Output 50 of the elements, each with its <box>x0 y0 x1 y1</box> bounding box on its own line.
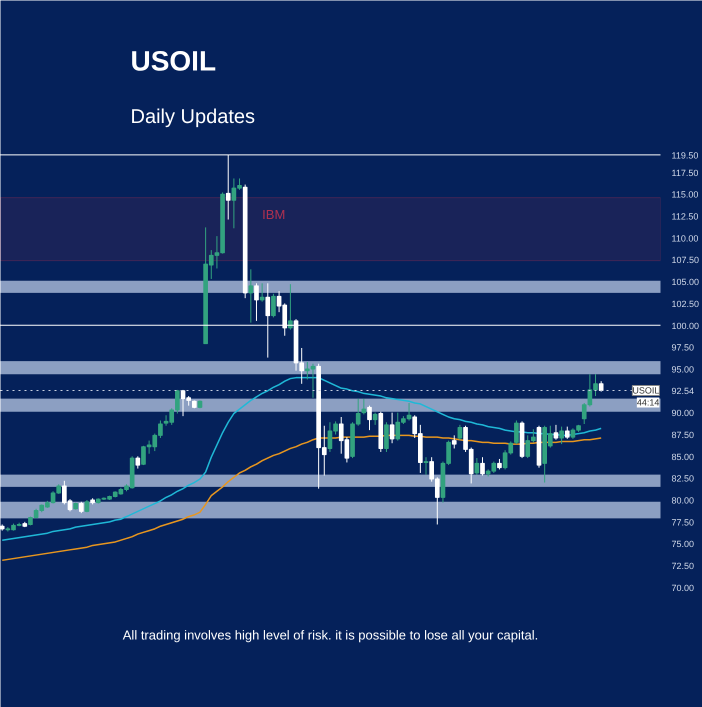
y-tick-label: 85.00 <box>672 452 694 462</box>
candlestick <box>554 424 558 440</box>
y-tick-label: 102.50 <box>672 298 700 309</box>
chart-title: USOIL <box>130 46 216 76</box>
y-tick-label: 112.50 <box>672 212 698 222</box>
candlestick <box>480 456 485 476</box>
line-series <box>1 376 602 541</box>
y-tick-label: 82.50 <box>672 474 694 484</box>
y-tick-label: 70.00 <box>672 582 694 593</box>
candlestick <box>559 426 564 445</box>
y-tick-label: 97.50 <box>672 342 694 353</box>
candlestick <box>497 458 502 470</box>
candlestick <box>474 458 480 476</box>
candlestick <box>458 424 462 440</box>
y-tick-label: 80.00 <box>672 496 694 506</box>
y-tick-label: 95.00 <box>672 364 694 374</box>
candlestick <box>424 456 428 476</box>
y-tick-label: 119.50 <box>672 150 698 160</box>
candlestick <box>271 293 276 318</box>
y-tick-label: 107.50 <box>672 255 700 266</box>
y-tick-label: 72.50 <box>672 561 694 572</box>
band-label: IBM <box>262 207 286 222</box>
candlestick <box>84 500 90 513</box>
y-tick-label: 105.00 <box>672 277 700 288</box>
chart-subtitle: Daily Updates <box>130 106 256 128</box>
y-tick-label: 100.00 <box>672 320 700 331</box>
annotation: 44:14 <box>636 397 660 408</box>
candlestick <box>372 412 378 426</box>
candlestick <box>367 405 372 431</box>
y-tick-label: 110.00 <box>672 233 698 244</box>
y-tick-label: 92.54 <box>672 386 694 396</box>
candlestick <box>514 420 519 445</box>
y-tick-label: 115.00 <box>672 190 698 200</box>
candlestick <box>248 268 254 324</box>
candlestick <box>78 501 84 514</box>
candlestick <box>135 456 140 470</box>
y-tick-label: 90.00 <box>672 408 694 418</box>
candlestick <box>564 426 570 440</box>
candlestick <box>452 434 457 449</box>
text: All trading involves high level of risk. it is possible to lose all your capital. <box>122 628 538 642</box>
candlestick <box>384 422 389 452</box>
candlestick <box>260 282 264 302</box>
candlestick <box>254 282 259 322</box>
candlestick <box>390 412 394 444</box>
y-tick-label: 75.00 <box>672 539 694 550</box>
candlestick <box>362 398 366 415</box>
y-tick-label: 117.50 <box>672 168 698 178</box>
y-tick-label: 77.50 <box>672 517 694 528</box>
y-tick-label: 87.50 <box>672 430 694 440</box>
candlestick <box>598 380 604 392</box>
